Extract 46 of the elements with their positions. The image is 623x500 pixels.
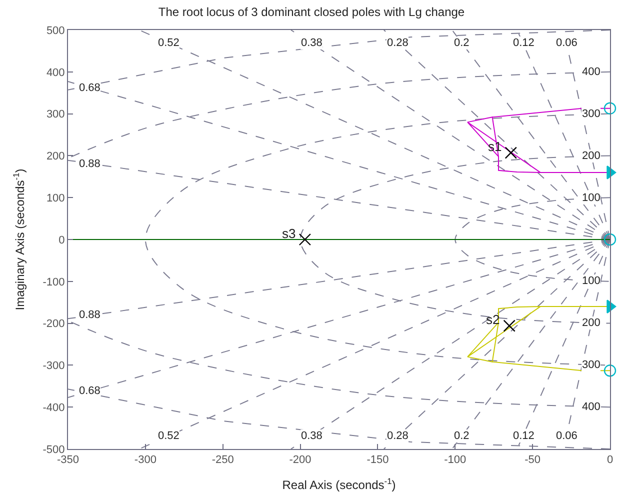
y-tick-label: 300 [46, 108, 65, 121]
annotation: 100 [582, 192, 600, 204]
annotation: 0.2 [454, 430, 470, 442]
y-tick-label: -100 [42, 276, 65, 288]
y-tick-label: 100 [46, 192, 65, 204]
y-tick-label: 400 [46, 66, 65, 79]
x-tick-label: 0 [606, 454, 614, 466]
annotation: 0.88 [79, 158, 100, 170]
annotation: 400 [582, 401, 600, 413]
x-tick-label: -300 [134, 454, 156, 466]
annotation: 200 [582, 317, 600, 329]
annotation: 0.52 [158, 37, 180, 49]
annotation: 400 [582, 66, 600, 78]
annotation: 0.88 [79, 309, 100, 321]
annotation: 300 [582, 359, 600, 371]
annotation: 0.28 [387, 37, 408, 49]
chart-title: The root locus of 3 dominant closed poles with Lg change [158, 4, 465, 19]
annotation: 100 [582, 275, 600, 287]
annotation: 0.38 [301, 37, 322, 49]
annotation: 0.68 [79, 82, 100, 94]
x-axis-title: Real Axis (seconds$^{-1}$) [282, 476, 396, 492]
annotation: 0.38 [301, 430, 322, 442]
y-tick-label: -500 [42, 444, 65, 456]
annotation: 0.06 [556, 37, 578, 49]
annotation: 0.12 [513, 430, 534, 442]
annotation: 0.68 [79, 385, 100, 397]
annotation: 0.06 [556, 430, 578, 442]
x-tick-label: -100 [444, 454, 466, 466]
annotation: s3 [282, 226, 296, 241]
annotation: 0.2 [454, 37, 470, 49]
annotation: 300 [582, 108, 600, 120]
y-tick-label: 0 [58, 234, 65, 246]
y-tick-label: -400 [42, 402, 65, 414]
annotation: 0.28 [387, 430, 408, 442]
annotation: 200 [582, 150, 600, 162]
y-tick-label: -200 [42, 318, 65, 330]
annotation: 0.12 [513, 37, 534, 49]
y-tick-label: -300 [42, 360, 65, 372]
y-tick-label: 500 [46, 24, 65, 37]
y-tick-label: 200 [46, 150, 65, 163]
x-tick-label: -250 [212, 454, 234, 466]
x-tick-label: -200 [289, 454, 312, 466]
x-tick-label: -350 [56, 454, 80, 466]
x-tick-label: -50 [524, 454, 541, 466]
annotation: 0.52 [158, 430, 180, 442]
x-tick-label: -150 [366, 454, 389, 466]
